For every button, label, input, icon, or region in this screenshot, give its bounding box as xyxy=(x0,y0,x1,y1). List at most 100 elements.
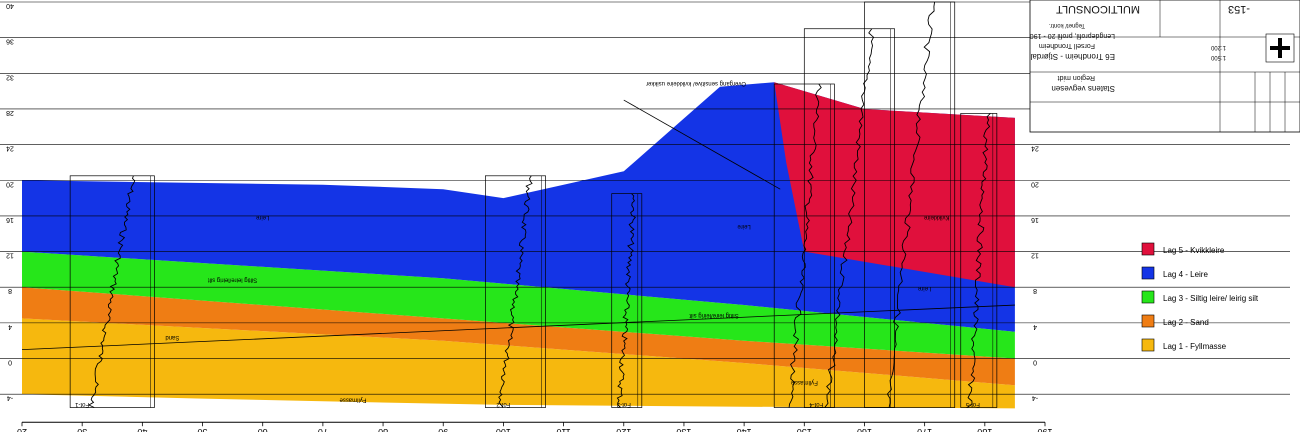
layer-3-area xyxy=(22,251,1015,359)
sounding-trace-3 xyxy=(616,193,636,408)
sounding-box-5 xyxy=(803,28,895,408)
elev-left-label--4: -4 xyxy=(7,394,13,401)
sounding-label-1: Fot-1 xyxy=(75,401,90,407)
station-label-30: 30 xyxy=(77,427,87,432)
station-label-180: 180 xyxy=(977,427,992,432)
title-block-text: MULTICONSULT Statens vegvesen Region mid… xyxy=(1030,3,1250,93)
elev-left-label-4: 4 xyxy=(8,323,12,330)
station-label-50: 50 xyxy=(197,427,207,432)
annotation-5: Leire xyxy=(737,223,751,229)
legend-swatch-1 xyxy=(1141,242,1155,256)
elev-right-label-1: 0 xyxy=(1033,359,1037,366)
layer-2-area xyxy=(22,287,1015,386)
elev-right-label-3: 8 xyxy=(1033,287,1037,294)
layer-1-area xyxy=(22,318,1015,409)
sounding-trace-6 xyxy=(886,1,936,408)
annotation-7: Fyllmasse xyxy=(790,379,818,385)
elev-right-label-6: 20 xyxy=(1031,180,1039,187)
station-label-140: 140 xyxy=(737,427,752,432)
station-label-150: 150 xyxy=(797,427,812,432)
elev-left-label-8: 8 xyxy=(8,287,12,294)
legend: Lag 5 - Kvikkleire Lag 4 - Leire Lag 3 - S… xyxy=(1141,242,1259,352)
tb-region: Region midt xyxy=(1058,74,1095,81)
annotation-3: Sand xyxy=(165,334,179,340)
station-label-170: 170 xyxy=(917,427,932,432)
sounding-label-4: Fot-4 xyxy=(809,401,824,407)
tb-subtitle2: Lengdeprofil, profil 20 - 190 xyxy=(1030,32,1115,39)
annotation-9: Leire xyxy=(917,285,931,291)
station-label-90: 90 xyxy=(438,427,448,432)
sv-logo-icon xyxy=(1265,33,1295,63)
elev-left-label-28: 28 xyxy=(6,109,14,116)
tb-subtitle3: Tegnet/ kontr. xyxy=(1049,22,1085,28)
title-block xyxy=(1029,0,1300,133)
elev-right-label-2: 4 xyxy=(1033,323,1037,330)
station-label-60: 60 xyxy=(258,427,268,432)
tb-drawing-no: -153 xyxy=(1228,3,1250,15)
sounding-trace-4 xyxy=(788,83,822,408)
legend-swatch-5 xyxy=(1141,338,1155,352)
station-label-20: 20 xyxy=(17,427,27,432)
elev-left-label-0: 0 xyxy=(8,359,12,366)
station-label-130: 130 xyxy=(676,427,691,432)
tb-scale1: 1:200 xyxy=(1210,44,1226,50)
reference-line xyxy=(21,304,1015,351)
elev-left-label-16: 16 xyxy=(6,216,14,223)
tb-client: Statens vegvesen xyxy=(1051,84,1115,93)
leader-line xyxy=(623,99,781,190)
legend-label-2: Lag 4 - Leire xyxy=(1163,270,1208,279)
legend-swatch-2 xyxy=(1141,266,1155,280)
sounding-traces xyxy=(21,1,1015,408)
annotation-10: Overgang sensitive/ kvikkleire usikker xyxy=(646,80,746,86)
elev-right-label-4: 12 xyxy=(1031,252,1039,259)
annotation-4: Fyllmasse xyxy=(339,397,367,403)
legend-swatch-3 xyxy=(1141,290,1155,304)
annotation-1: Leire xyxy=(255,214,269,220)
sounding-trace-7 xyxy=(966,113,991,408)
legend-swatch-4 xyxy=(1141,314,1155,328)
sounding-box-3 xyxy=(611,193,643,408)
station-label-110: 110 xyxy=(556,427,570,432)
sounding-box-2 xyxy=(485,175,546,408)
elev-right-label-0: -4 xyxy=(1032,394,1038,401)
sounding-trace-1 xyxy=(87,175,136,408)
sounding-trace-5 xyxy=(824,28,875,408)
station-label-40: 40 xyxy=(137,427,147,432)
elev-left-label-40: 40 xyxy=(6,2,14,9)
station-label-70: 70 xyxy=(318,427,328,432)
station-label-100: 100 xyxy=(496,427,511,432)
tb-project: E6 Trondheim - Stjørdal xyxy=(1030,52,1115,61)
annotation-8: Kvikkleire xyxy=(923,214,949,220)
sounding-label-5: Fot-5 xyxy=(965,401,980,407)
sounding-boxes xyxy=(69,1,998,408)
station-label-80: 80 xyxy=(378,427,388,432)
legend-label-1: Lag 5 - Kvikkleire xyxy=(1163,246,1225,255)
station-label-120: 120 xyxy=(616,427,631,432)
tb-scale2: 1:500 xyxy=(1210,54,1226,60)
sounding-trace-2 xyxy=(498,175,533,408)
sounding-box-1 xyxy=(69,175,155,408)
sounding-box-7 xyxy=(960,113,998,408)
elev-right-label-5: 16 xyxy=(1031,216,1039,223)
elev-left-label-20: 20 xyxy=(6,180,14,187)
elev-left-label-12: 12 xyxy=(6,252,14,259)
legend-label-4: Lag 2 - Sand xyxy=(1163,318,1209,327)
station-label-190: 190 xyxy=(1037,427,1052,432)
elev-left-label-24: 24 xyxy=(6,145,14,152)
legend-label-3: Lag 3 - Siltig leire/ leirig silt xyxy=(1163,294,1259,303)
elev-right-label-7: 24 xyxy=(1031,145,1039,152)
legend-label-5: Lag 1 - Fyllmasse xyxy=(1163,342,1227,351)
station-axis xyxy=(21,421,1046,427)
station-label-160: 160 xyxy=(857,427,872,432)
annotation-2: Siltig leire/leirig silt xyxy=(208,276,258,282)
tb-company: MULTICONSULT xyxy=(1056,3,1140,15)
elev-left-label-32: 32 xyxy=(6,73,14,80)
sounding-label-2: Fot-2 xyxy=(496,401,511,407)
sounding-label-3: Fot-3 xyxy=(616,401,631,407)
sounding-box-6 xyxy=(864,1,956,408)
tb-subtitle1: Forsell Trondheim xyxy=(1039,42,1095,49)
elev-left-label-36: 36 xyxy=(6,38,14,45)
annotation-6: Siltig leire/leirig silt xyxy=(689,312,739,318)
